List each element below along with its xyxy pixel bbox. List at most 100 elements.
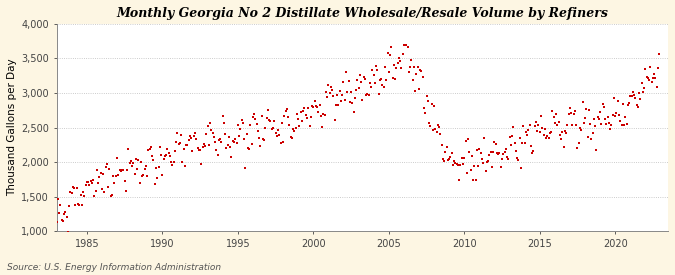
Point — [277, 121, 288, 125]
Point — [200, 144, 211, 148]
Point — [557, 130, 568, 134]
Point — [587, 130, 598, 135]
Point — [264, 118, 275, 122]
Point — [80, 183, 91, 187]
Point — [599, 105, 610, 109]
Point — [279, 114, 290, 119]
Point — [591, 148, 601, 152]
Point — [651, 84, 662, 89]
Point — [271, 134, 282, 138]
Point — [235, 127, 246, 131]
Point — [643, 76, 653, 80]
Point — [265, 119, 276, 123]
Point — [283, 114, 294, 119]
Point — [522, 133, 533, 137]
Point — [523, 127, 534, 132]
Point — [558, 144, 569, 149]
Point — [514, 136, 525, 141]
Point — [303, 106, 314, 111]
Point — [53, 196, 63, 201]
Point — [124, 161, 135, 166]
Point — [350, 88, 361, 93]
Point — [98, 172, 109, 176]
Point — [117, 168, 128, 172]
Point — [333, 103, 344, 108]
Point — [161, 153, 171, 158]
Point — [310, 104, 321, 108]
Point — [637, 90, 648, 94]
Point — [89, 194, 100, 198]
Point — [308, 105, 319, 109]
Point — [572, 145, 583, 150]
Point — [240, 166, 250, 170]
Point — [500, 147, 511, 151]
Point — [372, 68, 383, 72]
Point — [219, 121, 230, 125]
Point — [450, 161, 461, 165]
Point — [74, 203, 84, 207]
Point — [99, 190, 110, 194]
Point — [66, 191, 77, 195]
Point — [449, 159, 460, 163]
Point — [158, 157, 169, 161]
Point — [495, 164, 506, 169]
Point — [55, 202, 65, 207]
Point — [396, 66, 407, 70]
Point — [270, 130, 281, 135]
Point — [602, 114, 613, 119]
Point — [649, 72, 659, 76]
Point — [614, 113, 624, 117]
Point — [153, 164, 164, 169]
Point — [554, 133, 565, 137]
Point — [356, 80, 367, 84]
Point — [232, 123, 243, 127]
Point — [493, 152, 504, 156]
Point — [313, 110, 324, 114]
Point — [576, 128, 587, 132]
Point — [542, 133, 553, 138]
Point — [234, 134, 244, 138]
Point — [524, 123, 535, 128]
Point — [252, 128, 263, 133]
Point — [327, 88, 338, 93]
Point — [331, 103, 342, 107]
Point — [323, 82, 333, 87]
Point — [140, 164, 151, 168]
Point — [520, 130, 531, 134]
Point — [56, 218, 67, 222]
Point — [503, 156, 514, 161]
Point — [398, 42, 409, 47]
Point — [184, 134, 195, 138]
Point — [318, 112, 329, 116]
Point — [332, 93, 343, 97]
Point — [404, 70, 414, 74]
Point — [630, 96, 641, 100]
Point — [531, 120, 541, 124]
Point — [535, 114, 546, 118]
Point — [197, 145, 208, 149]
Point — [402, 45, 413, 50]
Point — [582, 134, 593, 139]
Point — [526, 151, 537, 156]
Point — [455, 163, 466, 167]
Point — [360, 77, 371, 82]
Point — [479, 136, 490, 141]
Point — [63, 230, 74, 235]
Point — [628, 89, 639, 94]
Point — [639, 86, 649, 90]
Point — [635, 97, 646, 101]
Point — [510, 148, 521, 153]
Point — [518, 124, 529, 128]
Point — [596, 122, 607, 126]
Point — [454, 178, 464, 182]
Point — [210, 140, 221, 145]
Point — [175, 141, 186, 145]
Point — [109, 181, 120, 186]
Point — [104, 167, 115, 172]
Point — [138, 173, 148, 177]
Point — [194, 147, 205, 152]
Point — [293, 117, 304, 121]
Point — [163, 151, 174, 155]
Point — [350, 96, 360, 100]
Point — [628, 93, 639, 97]
